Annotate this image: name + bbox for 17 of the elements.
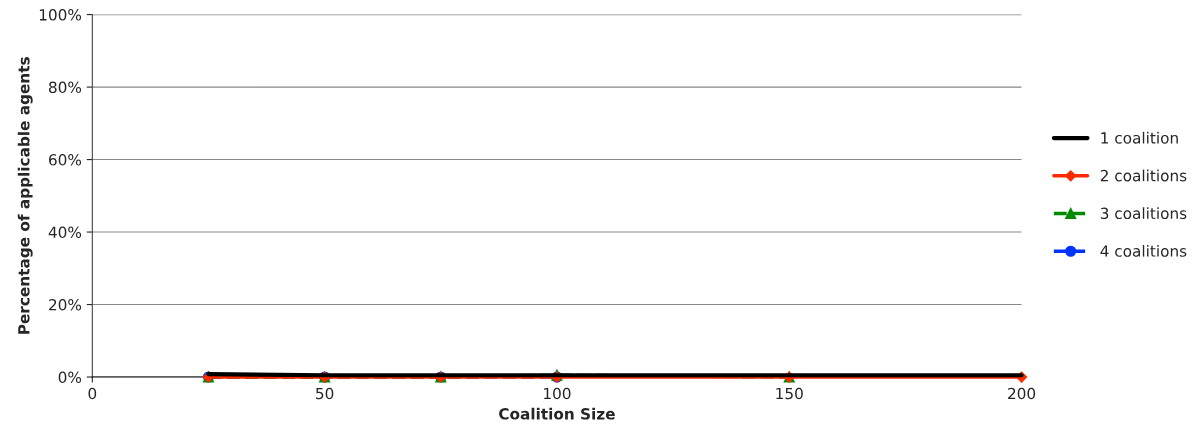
y-tick-label: 40% <box>48 226 82 239</box>
x-axis-title: Coalition Size <box>499 407 615 420</box>
y-tick-label: 20% <box>49 299 82 311</box>
legend-label: 2 coalitions <box>1100 169 1187 182</box>
x-tick-label: 200 <box>1008 387 1036 400</box>
x-tick-label: 150 <box>776 387 803 400</box>
x-tick-label: 0 <box>88 387 97 400</box>
x-tick-label: 100 <box>544 387 571 400</box>
y-tick-label: 100% <box>39 9 82 21</box>
x-tick-label: 50 <box>316 387 334 400</box>
y-axis-title: Percentage of applicable agents <box>17 57 33 334</box>
legend-label: 4 coalitions <box>1100 244 1187 257</box>
y-tick-label: 80% <box>48 81 82 94</box>
y-tick-label: 0% <box>58 371 82 384</box>
y-tick-label: 60% <box>49 154 82 166</box>
legend-label: 3 coalitions <box>1100 207 1187 220</box>
legend-label: 1 coalition <box>1101 131 1178 144</box>
